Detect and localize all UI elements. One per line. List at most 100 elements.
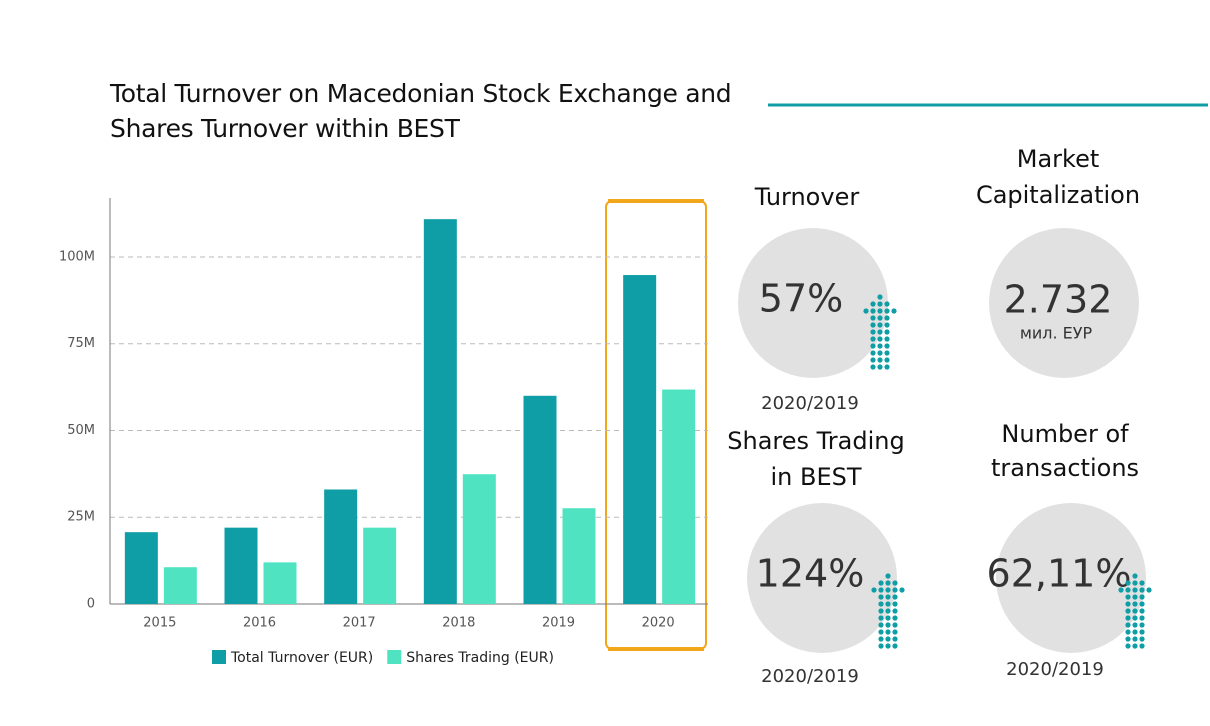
y-tick-label: 0	[87, 597, 95, 612]
arrow-dot	[892, 615, 898, 621]
y-tick-label: 50M	[67, 423, 95, 438]
arrow-dot	[870, 343, 876, 349]
arrow-dot	[878, 622, 884, 628]
arrow-dot	[877, 322, 883, 328]
arrow-dot	[1132, 587, 1138, 593]
arrow-dot	[877, 301, 883, 307]
kpi-value: 62,11%	[987, 552, 1132, 596]
arrow-dot	[892, 636, 898, 642]
arrow-dot	[885, 594, 891, 600]
arrow-dot	[891, 308, 897, 314]
kpi-title: in BEST	[770, 463, 861, 491]
arrow-dot	[884, 308, 890, 314]
arrow-dot	[892, 622, 898, 628]
arrow-dot	[870, 364, 876, 370]
arrow-dot	[885, 608, 891, 614]
arrow-dot	[877, 329, 883, 335]
kpi-period: 2020/2019	[1006, 659, 1104, 680]
arrow-dot	[1125, 580, 1131, 586]
x-tick-label: 2018	[442, 616, 475, 631]
arrow-dot	[1139, 601, 1145, 607]
arrow-dot	[1118, 587, 1124, 593]
legend-label: Total Turnover (EUR)	[230, 650, 373, 666]
arrow-dot	[892, 601, 898, 607]
arrow-dot	[870, 315, 876, 321]
bar	[263, 562, 297, 604]
y-tick-label: 100M	[59, 249, 95, 264]
arrow-dot	[1139, 636, 1145, 642]
arrow-dot	[884, 315, 890, 321]
arrow-dot	[884, 343, 890, 349]
arrow-dot	[892, 629, 898, 635]
bar	[462, 474, 496, 604]
arrow-dot	[878, 615, 884, 621]
legend-swatch	[212, 650, 226, 664]
bar	[163, 567, 197, 604]
arrow-dot	[1125, 594, 1131, 600]
arrow-dot	[1125, 587, 1131, 593]
arrow-dot	[878, 580, 884, 586]
kpi-title: Number of	[1001, 420, 1129, 448]
arrow-dot	[863, 308, 869, 314]
arrow-dot	[877, 308, 883, 314]
bar	[324, 489, 358, 604]
arrow-dot	[878, 587, 884, 593]
arrow-dot	[877, 336, 883, 342]
arrow-dot	[870, 357, 876, 363]
arrow-dot	[1125, 636, 1131, 642]
arrow-dot	[892, 608, 898, 614]
arrow-dot	[878, 629, 884, 635]
arrow-dot	[877, 294, 883, 300]
arrow-dot	[1125, 615, 1131, 621]
kpi-circle	[738, 228, 888, 378]
arrow-dot	[1139, 622, 1145, 628]
kpi-title: Shares Trading	[727, 427, 904, 455]
legend-swatch	[387, 650, 402, 664]
kpi-value: 2.732	[1004, 278, 1113, 322]
bar	[224, 527, 258, 604]
y-tick-label: 75M	[67, 336, 95, 351]
arrow-dot	[885, 573, 891, 579]
bar	[662, 389, 696, 604]
arrow-dot	[878, 594, 884, 600]
x-tick-label: 2016	[243, 616, 276, 631]
arrow-dot	[1132, 594, 1138, 600]
arrow-dot	[885, 643, 891, 649]
arrow-dot	[884, 350, 890, 356]
arrow-dot	[1139, 615, 1145, 621]
bar	[562, 508, 596, 604]
arrow-dot	[885, 622, 891, 628]
kpi-title: Turnover	[754, 183, 860, 211]
arrow-dot	[870, 350, 876, 356]
arrow-dot	[885, 587, 891, 593]
arrow-dot	[1132, 636, 1138, 642]
arrow-dot	[878, 636, 884, 642]
arrow-dot	[892, 643, 898, 649]
arrow-dot	[1132, 629, 1138, 635]
kpi-value: 124%	[756, 552, 865, 596]
arrow-dot	[892, 587, 898, 593]
arrow-dot	[885, 636, 891, 642]
arrow-dot	[877, 364, 883, 370]
arrow-dot	[1139, 580, 1145, 586]
arrow-dot	[1139, 643, 1145, 649]
kpi-value: 57%	[759, 277, 843, 321]
bar	[423, 219, 457, 604]
arrow-dot	[892, 594, 898, 600]
arrow-dot	[877, 343, 883, 349]
kpi-circle	[989, 228, 1139, 378]
arrow-dot	[892, 580, 898, 586]
arrow-dot	[877, 315, 883, 321]
arrow-dot	[878, 643, 884, 649]
arrow-dot	[870, 308, 876, 314]
bar	[363, 527, 397, 604]
arrow-dot	[1132, 615, 1138, 621]
arrow-dot	[884, 357, 890, 363]
arrow-dot	[884, 329, 890, 335]
arrow-dot	[885, 615, 891, 621]
bar	[523, 395, 557, 604]
arrow-dot	[1125, 629, 1131, 635]
arrow-dot	[1132, 608, 1138, 614]
arrow-dot	[870, 336, 876, 342]
